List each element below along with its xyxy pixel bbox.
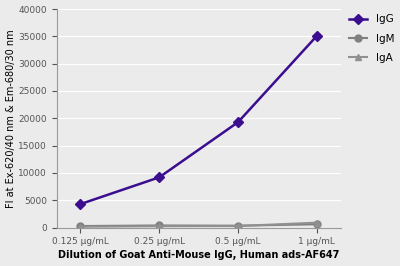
Line: IgG: IgG	[77, 32, 320, 207]
IgG	[314, 34, 319, 38]
Y-axis label: FI at Ex-620/40 nm & Em-680/30 nm: FI at Ex-620/40 nm & Em-680/30 nm	[6, 29, 16, 208]
IgM	[78, 225, 83, 228]
Line: IgM: IgM	[77, 221, 320, 230]
IgG	[157, 176, 162, 179]
IgM	[314, 223, 319, 226]
IgA	[314, 221, 319, 224]
IgA	[157, 225, 162, 228]
IgA	[236, 225, 240, 228]
IgG	[236, 120, 240, 124]
Legend: IgG, IgM, IgA: IgG, IgM, IgA	[348, 14, 394, 63]
IgA	[78, 225, 83, 228]
IgM	[236, 224, 240, 227]
IgG	[78, 202, 83, 206]
Line: IgA: IgA	[77, 219, 320, 230]
IgM	[157, 224, 162, 227]
X-axis label: Dilution of Goat Anti-Mouse IgG, Human ads-AF647: Dilution of Goat Anti-Mouse IgG, Human a…	[58, 251, 339, 260]
